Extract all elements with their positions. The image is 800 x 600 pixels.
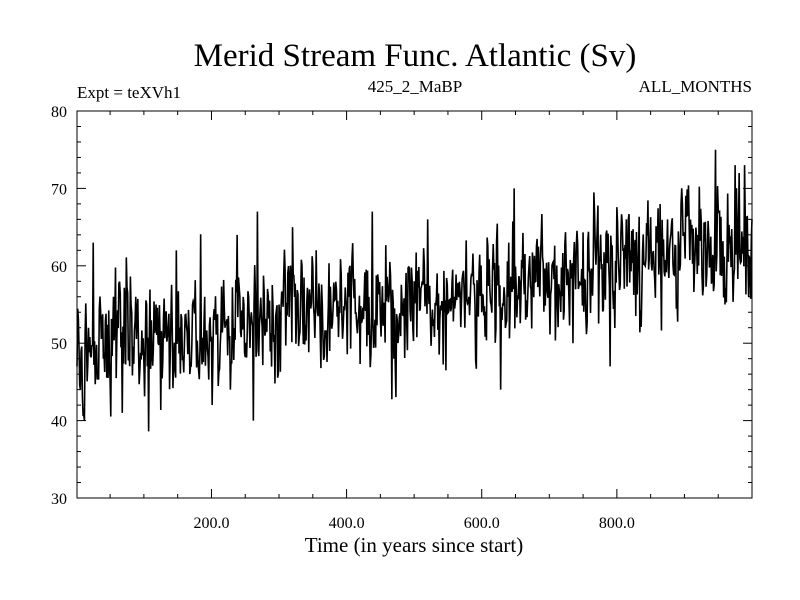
x-tick-label: 600.0	[464, 515, 500, 532]
months-label: ALL_MONTHS	[639, 77, 752, 96]
y-tick-label: 50	[51, 336, 67, 353]
x-axis-label: Time (in years since start)	[305, 533, 524, 557]
x-axis: 200.0 400.0 600.0 800.0	[109, 111, 753, 532]
y-tick-label: 60	[51, 259, 67, 276]
y-tick-label: 80	[51, 104, 67, 121]
x-tick-label: 800.0	[599, 515, 635, 532]
y-tick-label: 70	[51, 181, 67, 198]
y-axis: 30 40 50 60 70 80	[51, 104, 752, 508]
x-tick-label: 400.0	[329, 515, 365, 532]
x-tick-label: 200.0	[193, 515, 229, 532]
experiment-label: Expt = teXVh1	[77, 83, 181, 102]
period-label: 425_2_MaBP	[368, 77, 462, 96]
chart-title: Merid Stream Func. Atlantic (Sv)	[194, 38, 637, 74]
y-tick-label: 40	[51, 414, 67, 431]
y-tick-label: 30	[51, 491, 67, 508]
series-line	[76, 149, 753, 432]
